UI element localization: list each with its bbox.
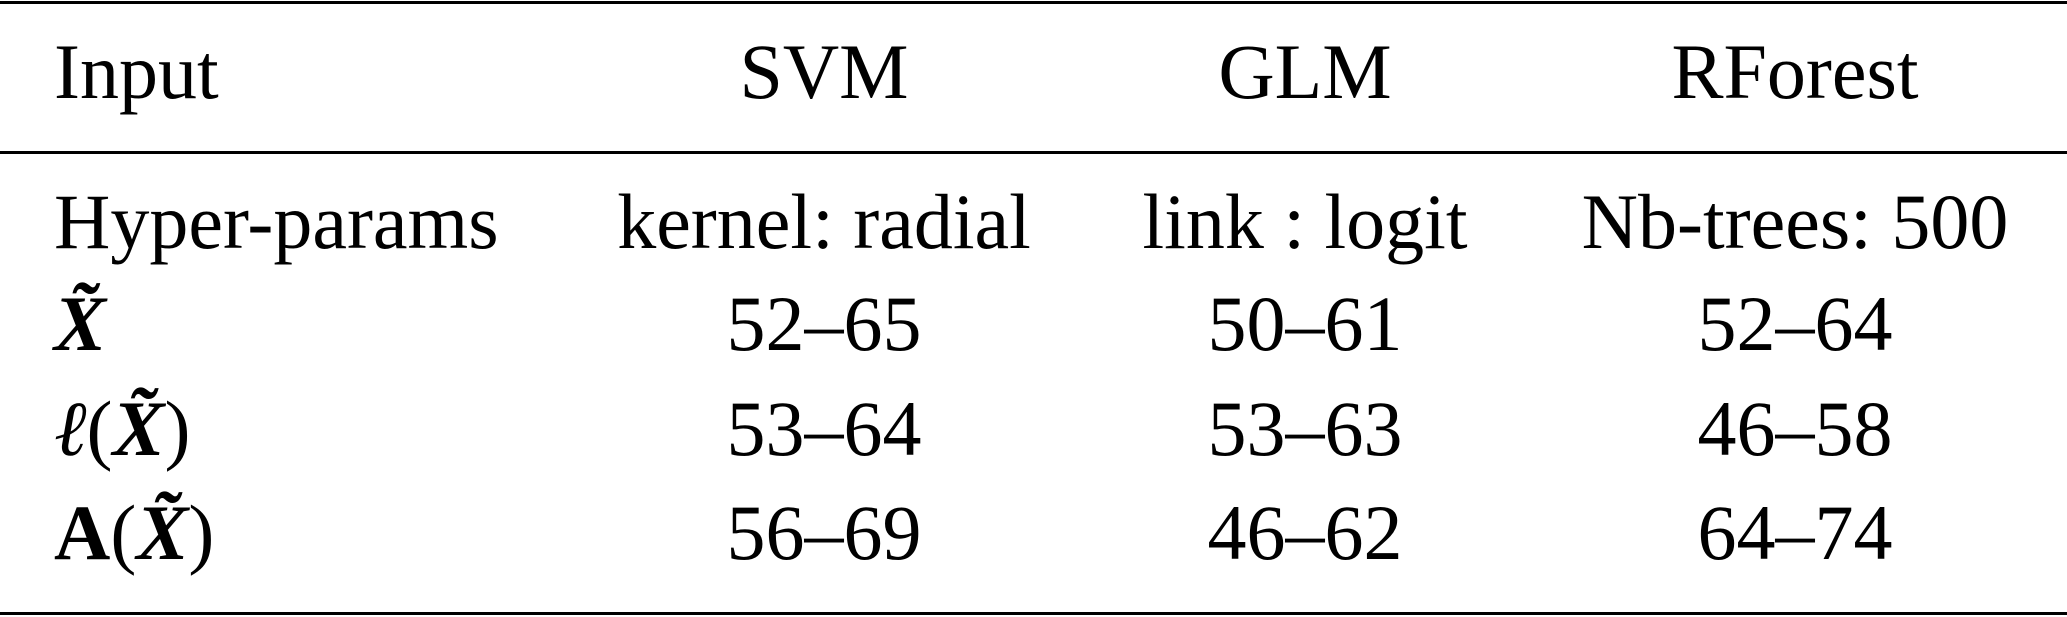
close-paren: ) [164, 385, 191, 472]
cell-glm: 50–61 [1207, 280, 1403, 367]
ell-prefix: ℓ [54, 385, 87, 472]
cell-rforest: 64–74 [1697, 489, 1893, 576]
cell-rforest: 52–64 [1697, 280, 1893, 367]
cell-glm: link : logit [1142, 178, 1468, 265]
header-input: Input [54, 28, 219, 115]
x-tilde-symbol: X̃ [136, 489, 189, 576]
cell-rforest: Nb-trees: 500 [1581, 178, 2009, 265]
cell-glm: 53–63 [1207, 385, 1403, 472]
header-glm: GLM [1218, 28, 1392, 115]
close-paren: ) [188, 489, 215, 576]
cell-svm: 53–64 [726, 385, 922, 472]
row-label-a-x-tilde: A(X̃) [54, 494, 214, 572]
header-rule [0, 151, 2067, 154]
row-label-x-tilde: X̃ [54, 285, 106, 363]
cell-svm: 56–69 [726, 489, 922, 576]
cell-svm: kernel: radial [617, 178, 1031, 265]
cell-glm: 46–62 [1207, 489, 1403, 576]
cell-rforest: 46–58 [1697, 385, 1893, 472]
open-paren: ( [86, 385, 113, 472]
header-rforest: RForest [1671, 28, 1919, 115]
a-prefix: A [54, 489, 111, 576]
top-rule [0, 1, 2067, 4]
x-tilde-symbol: X̃ [112, 385, 165, 472]
label-text: Hyper-params [54, 178, 499, 265]
header-svm: SVM [739, 28, 909, 115]
open-paren: ( [110, 489, 137, 576]
x-tilde-symbol: X̃ [54, 280, 107, 367]
row-label-ell-x-tilde: ℓ(X̃) [54, 390, 191, 468]
row-label-hyperparams: Hyper-params [54, 183, 499, 261]
cell-svm: 52–65 [726, 280, 922, 367]
bottom-rule [0, 612, 2067, 615]
